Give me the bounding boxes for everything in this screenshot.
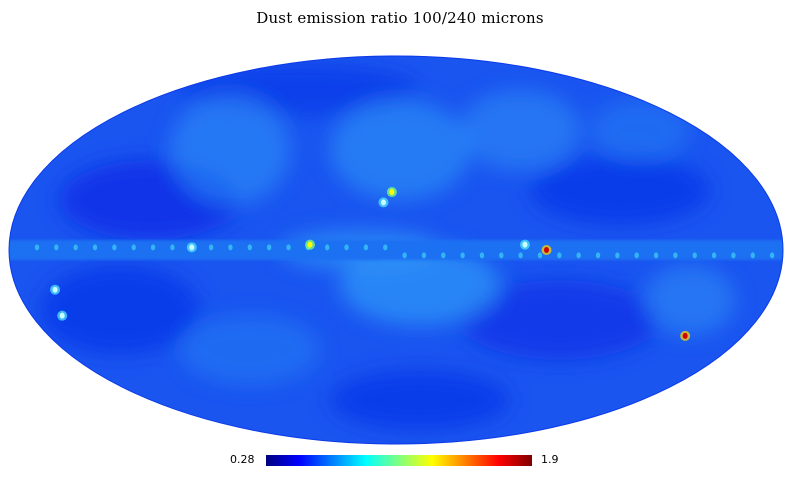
hotspot-core (59, 312, 65, 319)
plane-knot (731, 252, 736, 259)
plane-knot (363, 244, 369, 251)
diffuse-patch (590, 100, 690, 160)
hotspot-core (682, 332, 688, 339)
plane-knot (595, 252, 601, 259)
plane-knot (73, 244, 78, 251)
plane-knot (266, 244, 272, 251)
diffuse-patch (170, 95, 290, 205)
diffuse-patch (330, 100, 470, 200)
diffuse-patch (460, 280, 660, 360)
plane-knot (537, 252, 543, 259)
plane-knot (557, 252, 562, 259)
hotspot-core (307, 241, 313, 248)
hotspot-core (544, 247, 549, 253)
plane-knot (441, 252, 446, 259)
hotspot-core (389, 189, 395, 196)
plane-knot (499, 252, 504, 259)
sky-ellipse-outline (8, 55, 784, 445)
plane-knot (34, 244, 40, 251)
plane-knot (421, 252, 427, 259)
plane-knot (344, 244, 349, 251)
diffuse-patch (460, 90, 580, 170)
plane-knot (615, 252, 620, 259)
plane-knot (711, 252, 717, 259)
diffuse-patch (330, 370, 510, 430)
diffuse-emission (40, 65, 735, 430)
plane-knot (673, 252, 678, 259)
plane-knot (247, 244, 253, 251)
hotspot-core (522, 241, 528, 248)
diffuse-patch (40, 265, 200, 355)
plane-knot (92, 244, 98, 251)
diffuse-patch (180, 315, 320, 385)
plane-knot (383, 244, 388, 251)
plane-knot (286, 244, 291, 251)
colorbar-min-label: 0.28 (230, 453, 255, 466)
plane-knot (769, 252, 775, 259)
plane-knot (170, 244, 175, 251)
plane-knot (325, 244, 330, 251)
plane-knot (112, 244, 117, 251)
hotspot-core (380, 199, 386, 206)
plane-knot (518, 252, 523, 259)
plane-knot (479, 252, 485, 259)
plane-knot (54, 244, 59, 251)
diffuse-patch (645, 265, 735, 335)
plane-knot (460, 252, 465, 259)
plane-knot (692, 252, 697, 259)
plane-knot (653, 252, 659, 259)
colorbar (266, 455, 532, 466)
hotspot-core (189, 244, 195, 251)
plane-knot (576, 252, 581, 259)
compact-sources (34, 187, 775, 341)
plane-knot (402, 252, 407, 259)
plane-knot (750, 252, 755, 259)
diffuse-patch (530, 155, 710, 225)
colorbar-max-label: 1.9 (541, 453, 559, 466)
plane-knot (131, 244, 136, 251)
plane-knot (228, 244, 233, 251)
hotspot-core (52, 286, 58, 293)
plane-knot (150, 244, 156, 251)
galactic-plane-band (9, 240, 783, 260)
plane-knot (634, 252, 639, 259)
map-title: Dust emission ratio 100/240 microns (256, 9, 544, 27)
sky-ellipse-group (9, 56, 783, 444)
plane-knot (208, 244, 214, 251)
